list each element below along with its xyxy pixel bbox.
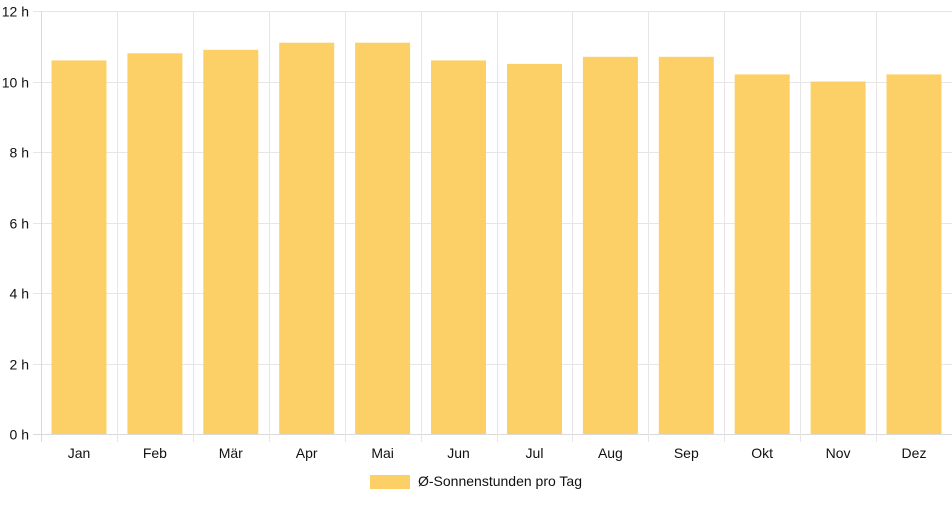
bar-jun bbox=[431, 60, 486, 435]
y-tick-label: 2 h bbox=[10, 357, 29, 373]
bar-mai bbox=[355, 42, 411, 434]
y-tick-label: 6 h bbox=[10, 216, 29, 232]
bar-jan bbox=[51, 60, 107, 435]
grid-lines bbox=[33, 11, 952, 442]
x-tick-label: Mai bbox=[371, 445, 394, 461]
axes: 0 h 2 h 4 h 6 h 8 h 10 h 12 h Jan Feb Mär Apr Mai Ju… bbox=[2, 4, 927, 462]
y-tick-label: 4 h bbox=[10, 286, 29, 302]
y-tick-label: 12 h bbox=[2, 4, 29, 20]
x-tick-label: Feb bbox=[143, 445, 167, 461]
bar-okt bbox=[734, 74, 790, 435]
x-tick-label: Jul bbox=[526, 445, 544, 461]
bar-nov bbox=[810, 81, 866, 434]
x-tick-label: Aug bbox=[598, 445, 623, 461]
bar-aug bbox=[582, 56, 638, 435]
x-tick-label: Okt bbox=[751, 445, 773, 461]
bars bbox=[51, 42, 942, 435]
x-tick-label: Nov bbox=[826, 445, 851, 461]
y-tick-label: 8 h bbox=[10, 145, 29, 161]
bar-mär bbox=[203, 49, 259, 435]
legend: Ø-Sonnenstunden pro Tag bbox=[370, 473, 582, 489]
x-tick-label: Dez bbox=[902, 445, 927, 461]
x-tick-label: Sep bbox=[674, 445, 699, 461]
x-tick-label: Jan bbox=[68, 445, 91, 461]
bar-apr bbox=[279, 42, 335, 434]
bar-dez bbox=[886, 74, 942, 435]
bar-sep bbox=[658, 56, 714, 435]
bar-feb bbox=[127, 53, 183, 435]
bar-jul bbox=[507, 63, 562, 435]
legend-label: Ø-Sonnenstunden pro Tag bbox=[418, 473, 582, 489]
y-tick-label: 0 h bbox=[10, 427, 29, 443]
y-tick-label: 10 h bbox=[2, 75, 29, 91]
x-tick-label: Apr bbox=[296, 445, 318, 461]
x-tick-label: Jun bbox=[447, 445, 470, 461]
legend-swatch bbox=[370, 475, 410, 489]
x-tick-label: Mär bbox=[219, 445, 243, 461]
